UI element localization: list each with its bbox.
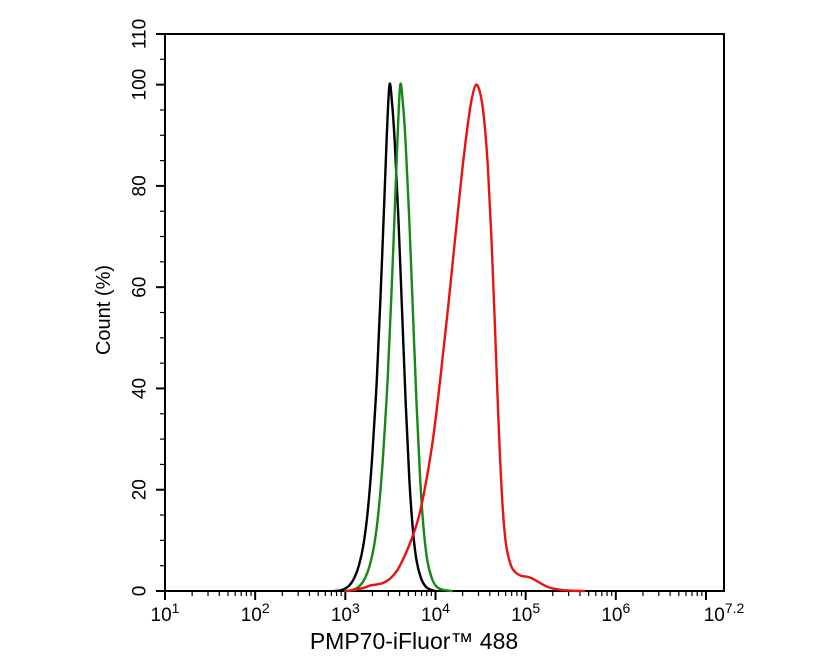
x-axis-title: PMP70-iFluor™ 488 xyxy=(310,628,518,654)
x-tick-label: 106 xyxy=(601,600,630,626)
y-tick-label: 0 xyxy=(130,586,151,597)
green-curve xyxy=(344,82,453,593)
y-tick-label: 40 xyxy=(130,378,151,399)
x-tick-label: 101 xyxy=(151,600,180,626)
y-tick-label: 20 xyxy=(130,479,151,500)
y-tick-label: 60 xyxy=(130,277,151,298)
y-tick-label: 110 xyxy=(130,19,151,49)
y-axis-title: Count (%) xyxy=(93,265,115,355)
y-tick-label: 100 xyxy=(130,69,151,101)
y-tick-label: 80 xyxy=(130,175,151,196)
plot-border xyxy=(164,33,725,592)
x-tick-label: 107.2 xyxy=(704,600,745,626)
red-curve xyxy=(345,83,586,593)
x-tick-label: 104 xyxy=(421,600,450,626)
x-tick-label: 105 xyxy=(511,600,540,626)
x-tick-label: 103 xyxy=(331,600,360,626)
x-tick-label: 102 xyxy=(241,600,270,626)
black-curve xyxy=(333,82,437,593)
plot-generated-layer: 0 20 40 60 80 100 110 101 102 103 104 105 106 107.2 xyxy=(130,19,745,626)
